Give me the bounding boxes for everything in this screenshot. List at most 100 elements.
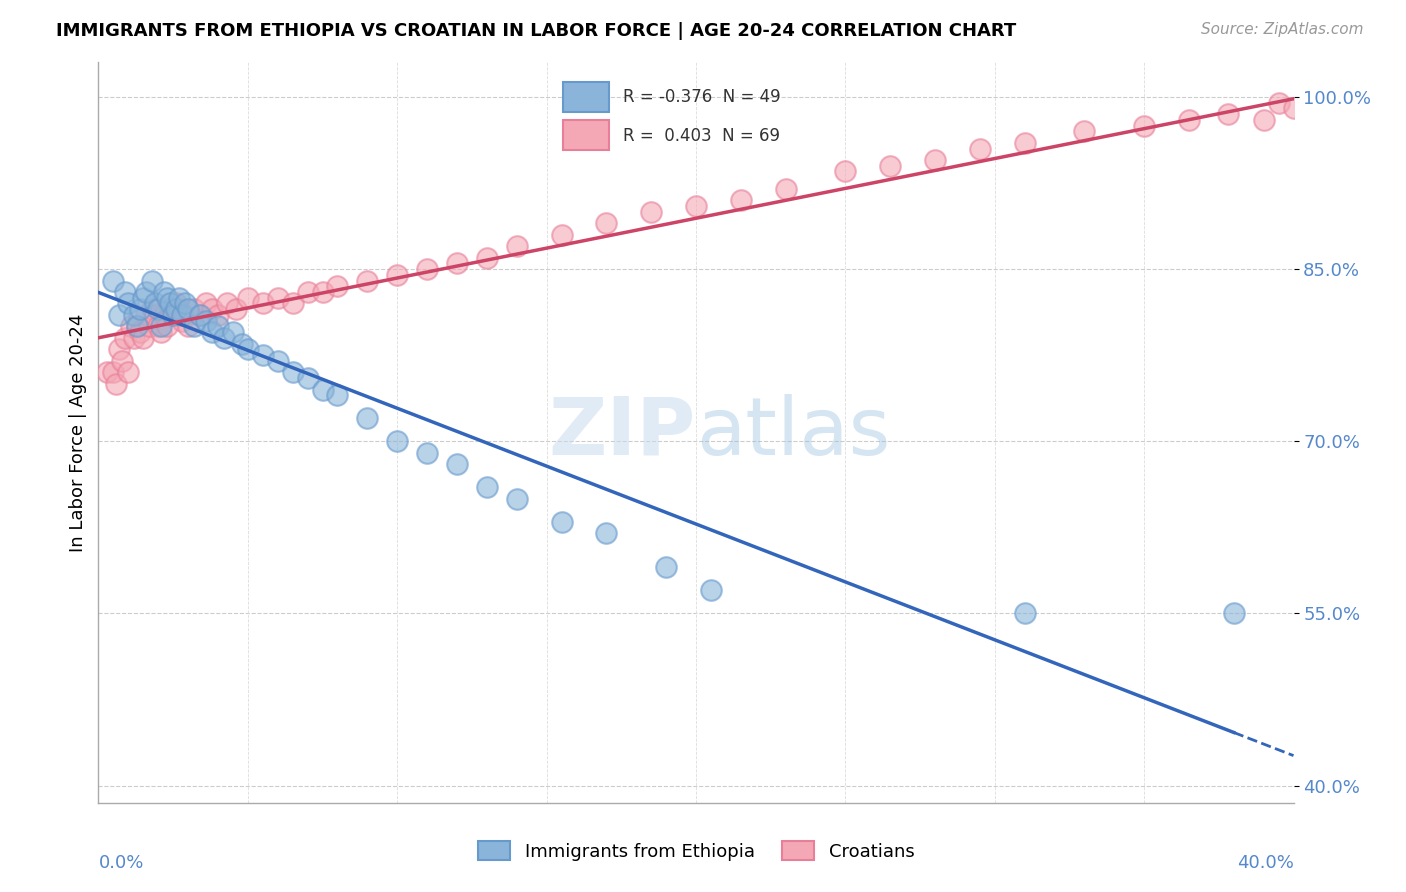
Point: [96, 365, 118, 379]
Point: [297, 371, 319, 385]
Text: 0.0%: 0.0%: [98, 855, 143, 872]
Point: [1253, 112, 1275, 127]
Point: [127, 319, 149, 334]
Point: [416, 446, 439, 460]
Point: [156, 291, 179, 305]
Point: [111, 354, 134, 368]
Point: [236, 291, 259, 305]
Point: [281, 296, 304, 310]
Point: [326, 388, 349, 402]
Y-axis label: In Labor Force | Age 20-24: In Labor Force | Age 20-24: [69, 313, 87, 552]
Point: [150, 319, 173, 334]
Point: [103, 273, 125, 287]
Point: [252, 296, 274, 310]
Point: [775, 182, 797, 196]
Point: [135, 308, 157, 322]
Legend: Immigrants from Ethiopia, Croatians: Immigrants from Ethiopia, Croatians: [471, 834, 921, 868]
Point: [135, 285, 157, 299]
Point: [1133, 119, 1156, 133]
Point: [311, 285, 333, 299]
Point: [215, 296, 238, 310]
Point: [159, 302, 181, 317]
Point: [120, 319, 142, 334]
Point: [326, 279, 349, 293]
Point: [236, 343, 259, 357]
Point: [162, 308, 184, 322]
Text: ZIP: ZIP: [548, 393, 696, 472]
Point: [1223, 607, 1246, 621]
Point: [103, 365, 125, 379]
Point: [385, 268, 409, 282]
Point: [183, 302, 205, 317]
Point: [685, 199, 707, 213]
Point: [1298, 95, 1320, 110]
Point: [1312, 107, 1334, 121]
Point: [114, 285, 136, 299]
Point: [148, 319, 170, 334]
Point: [550, 515, 572, 529]
Point: [165, 296, 187, 310]
Point: [188, 308, 211, 322]
Point: [311, 383, 333, 397]
Point: [1216, 107, 1239, 121]
Point: [108, 343, 131, 357]
Point: [108, 308, 131, 322]
Point: [297, 285, 319, 299]
Point: [188, 308, 211, 322]
Point: [834, 164, 856, 178]
Point: [356, 411, 378, 425]
Point: [195, 296, 218, 310]
Point: [1073, 124, 1095, 138]
Point: [132, 291, 155, 305]
Point: [1014, 136, 1036, 150]
Text: atlas: atlas: [696, 393, 890, 472]
Point: [475, 251, 498, 265]
Point: [150, 325, 173, 339]
Point: [117, 365, 139, 379]
Point: [156, 319, 179, 334]
Point: [167, 291, 190, 305]
Point: [177, 319, 200, 334]
Point: [969, 142, 991, 156]
Point: [1282, 101, 1305, 115]
Point: [356, 273, 378, 287]
Point: [124, 308, 146, 322]
Point: [655, 560, 678, 574]
Point: [148, 302, 170, 317]
Point: [174, 296, 197, 310]
Point: [506, 491, 529, 506]
Point: [475, 480, 498, 494]
Point: [700, 583, 723, 598]
Point: [1343, 107, 1365, 121]
Point: [416, 262, 439, 277]
Point: [212, 331, 235, 345]
Point: [124, 331, 146, 345]
Point: [267, 291, 290, 305]
Point: [114, 331, 136, 345]
Point: [129, 302, 152, 317]
Point: [1327, 101, 1350, 115]
Point: [231, 336, 253, 351]
Point: [117, 296, 139, 310]
Point: [153, 285, 176, 299]
Point: [640, 204, 662, 219]
Point: [446, 457, 468, 471]
Point: [281, 365, 304, 379]
Point: [1267, 95, 1289, 110]
Point: [225, 302, 247, 317]
Point: [201, 325, 224, 339]
Point: [252, 348, 274, 362]
Point: [595, 216, 617, 230]
Point: [143, 296, 166, 310]
Point: [132, 331, 155, 345]
Point: [172, 314, 194, 328]
Text: IMMIGRANTS FROM ETHIOPIA VS CROATIAN IN LABOR FORCE | AGE 20-24 CORRELATION CHAR: IMMIGRANTS FROM ETHIOPIA VS CROATIAN IN …: [56, 22, 1017, 40]
Point: [879, 159, 901, 173]
Point: [222, 325, 245, 339]
Point: [595, 526, 617, 541]
Point: [105, 376, 128, 391]
Point: [1178, 112, 1201, 127]
Point: [201, 302, 224, 317]
Point: [141, 273, 163, 287]
Point: [172, 308, 194, 322]
